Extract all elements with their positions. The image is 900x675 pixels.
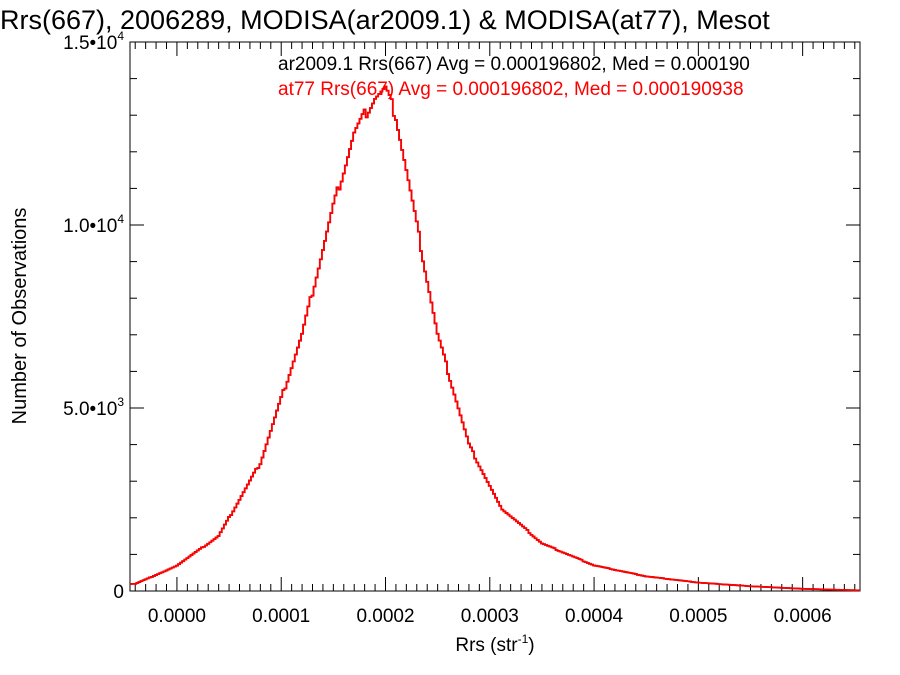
x-axis-label: Rrs (str-1)	[455, 632, 534, 656]
y-tick-label-base: 1.0•10	[63, 216, 117, 237]
y-tick-label: 1.5•104	[63, 29, 124, 54]
y-tick-label-exponent: 4	[117, 212, 124, 226]
x-axis-ticks: 0.0000 0.0001 0.0002 0.0003 0.0004 0.0005 0.00…	[134, 42, 856, 627]
series-layer	[130, 85, 860, 592]
y-tick-label-base: 1.5•10	[63, 33, 117, 54]
x-tick-label: 0.0001	[252, 606, 310, 627]
y-axis-label: Number of Observations	[9, 208, 31, 425]
y-tick-label-exponent: 4	[117, 29, 124, 43]
annotation-ar2009: ar2009.1 Rrs(667) Avg = 0.000196802, Med…	[278, 54, 750, 75]
x-axis-label-sup: -1	[518, 632, 529, 646]
y-tick-label-base: 0	[113, 582, 124, 603]
y-tick-label-exponent: 3	[117, 395, 124, 409]
y-tick-label: 5.0•103	[63, 395, 124, 420]
x-tick-label: 0.0003	[461, 606, 519, 627]
x-axis-label-close: )	[528, 635, 534, 656]
x-tick-label: 0.0002	[356, 606, 414, 627]
plot-area-frame	[129, 41, 861, 592]
x-tick-label: 0.0000	[148, 606, 206, 627]
y-tick-label: 0	[113, 582, 124, 603]
chart-title: Rrs(667), 2006289, MODISA(ar2009.1) & MO…	[0, 5, 770, 35]
histogram-series-ar2009.1	[130, 85, 860, 592]
y-tick-label-base: 5.0•10	[63, 399, 117, 420]
annotation-at77: at77 Rrs(667) Avg = 0.000196802, Med = 0…	[278, 79, 744, 100]
histogram-series-at77	[130, 85, 860, 592]
x-tick-label: 0.0005	[669, 606, 727, 627]
x-tick-label: 0.0004	[565, 606, 624, 627]
y-tick-label: 1.0•104	[63, 212, 124, 237]
x-axis-label-main: Rrs (str	[455, 635, 518, 656]
x-tick-label: 0.0006	[774, 606, 832, 627]
